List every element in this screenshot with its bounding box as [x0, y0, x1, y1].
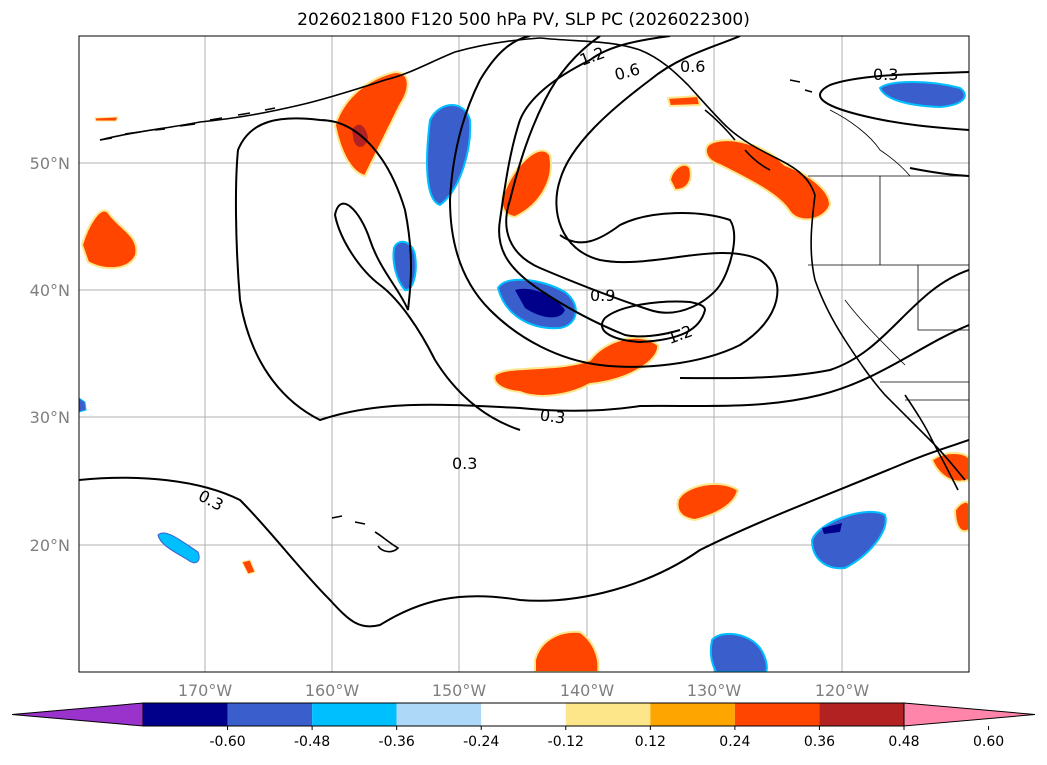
contour-0-3-outer	[79, 439, 969, 628]
lat-label-20n: 20°N	[30, 536, 70, 555]
pv-anomaly-fields	[79, 70, 969, 672]
pv-strong-negative-blob	[515, 288, 565, 318]
colorbar-tick-label: -0.48	[294, 734, 330, 750]
alaska-canada-border	[829, 109, 911, 177]
contour-0-3-ne	[819, 71, 969, 131]
slp-contours	[79, 36, 969, 628]
map-area	[79, 36, 969, 672]
pv-positive-blob	[241, 559, 256, 575]
colorbar-tick-label: -0.24	[463, 734, 499, 750]
lon-label-150w: 150°W	[432, 681, 487, 700]
pv-positive-blob	[953, 500, 969, 533]
contour-0-9	[448, 36, 779, 368]
hawaii-islands	[331, 515, 400, 553]
lat-label-30n: 30°N	[30, 408, 70, 427]
colorbar-segment	[650, 703, 735, 726]
pv-negative-blob	[878, 81, 966, 109]
political-borders	[808, 109, 969, 401]
colorbar-tick-label: 0.48	[888, 734, 919, 750]
colorbar-segment	[481, 703, 566, 726]
colorbar-min-extension	[11, 702, 144, 727]
lon-label-170w: 170°W	[178, 681, 233, 700]
lon-label-140w: 140°W	[560, 681, 615, 700]
pv-positive-blob	[94, 116, 119, 122]
west-coast-us	[810, 194, 966, 481]
colorbar-tick-label: -0.36	[379, 734, 415, 750]
contour-0-3-mid	[679, 269, 969, 380]
baja-coast	[904, 394, 959, 491]
pv-positive-blob	[534, 630, 600, 672]
colorbar-max-extension	[903, 702, 1036, 727]
map-frame	[78, 35, 970, 673]
colorbar-frame	[142, 702, 905, 727]
lon-label-160w: 160°W	[305, 681, 360, 700]
lon-label-120w: 120°W	[815, 681, 870, 700]
contour-0-3-ne-lower	[909, 167, 969, 177]
colorbar-segment	[734, 703, 820, 726]
pv-positive-blob	[676, 482, 740, 522]
colorbar-tick-label: 0.36	[804, 734, 835, 750]
map-title: 2026021800 F120 500 hPa PV, SLP PC (2026…	[297, 10, 750, 30]
colorbar-segment	[819, 703, 904, 726]
contour-label: 0.3	[539, 405, 567, 427]
colorbar-segment	[565, 703, 651, 726]
coastlines	[99, 37, 966, 553]
contour-label: 0.6	[680, 57, 705, 76]
colorbar-segment	[143, 703, 228, 726]
pv-positive-blob	[705, 139, 832, 221]
pv-positive-blob	[501, 149, 552, 219]
colorbar-tick-label: 0.24	[719, 734, 750, 750]
contour-label: 0.9	[590, 286, 615, 305]
contour-1-2-inner	[601, 300, 707, 344]
lat-label-40n: 40°N	[30, 281, 70, 300]
colorbar-segment	[227, 703, 313, 726]
pv-weak-negative-blob	[157, 532, 200, 564]
colorbar-segment	[396, 703, 482, 726]
pv-positive-blob	[333, 70, 409, 178]
canada-coast-islands	[704, 79, 813, 171]
colorbar-tick-label: 0.12	[635, 734, 666, 750]
colorbar-tick-label: 0.60	[973, 734, 1004, 750]
longitude-labels: 170°W 160°W 150°W 140°W 130°W 120°W	[178, 681, 870, 700]
pv-positive-blob	[493, 336, 660, 397]
pv-positive-blob	[666, 94, 702, 108]
colorbar-segment	[312, 703, 397, 726]
pv-positive-blob	[668, 163, 692, 192]
colorbar: -0.60 -0.48 -0.36 -0.24 -0.12 0.12 0.24 0.36 0.4…	[11, 702, 1036, 750]
contour-label: 0.3	[452, 454, 477, 473]
latitude-labels: 50°N 40°N 30°N 20°N	[30, 154, 70, 555]
colorbar-tick-label: -0.60	[209, 734, 245, 750]
pv-strong-negative-blob	[822, 523, 842, 534]
lon-label-130w: 130°W	[687, 681, 742, 700]
contour-label: 0.3	[873, 65, 898, 84]
gulf-alaska-coast	[539, 37, 816, 196]
contour-0-6	[498, 36, 681, 338]
pv-positive-blob	[80, 209, 138, 270]
lat-label-50n: 50°N	[30, 154, 70, 173]
colorbar-tick-label: -0.12	[548, 734, 584, 750]
contour-0-3-large-ring	[234, 117, 969, 431]
state-borders	[808, 176, 969, 401]
pv-negative-blob	[79, 397, 87, 413]
contour-1-2	[505, 36, 736, 314]
aleutian-islands	[99, 107, 276, 141]
pv-negative-blob	[426, 104, 472, 207]
pv-negative-blob	[709, 632, 768, 672]
